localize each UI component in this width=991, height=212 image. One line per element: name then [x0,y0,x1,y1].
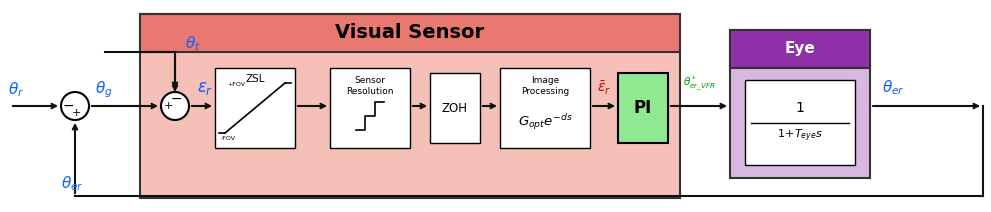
Text: $1\!+\!T_{eye}s$: $1\!+\!T_{eye}s$ [777,127,823,144]
Bar [745,80,855,165]
Bar [500,68,590,148]
Text: $\theta_{er}$: $\theta_{er}$ [882,79,905,97]
Bar [618,73,668,143]
Text: $\theta_r$: $\theta_r$ [8,81,24,99]
Text: +FOV: +FOV [227,82,245,88]
Bar [730,30,870,68]
Bar [430,73,480,143]
Bar [330,68,410,148]
Circle shape [161,92,189,120]
Circle shape [61,92,89,120]
Text: $\varepsilon_r$: $\varepsilon_r$ [197,79,213,97]
Text: $G_{opt}e^{-ds}$: $G_{opt}e^{-ds}$ [517,112,573,132]
Text: Image
Processing: Image Processing [521,76,569,96]
Text: $\theta_{er}$: $\theta_{er}$ [61,175,84,193]
Text: Visual Sensor: Visual Sensor [335,24,485,42]
Bar [140,14,680,198]
Text: -FOV: -FOV [221,135,236,141]
Text: $\bar{\varepsilon}_r$: $\bar{\varepsilon}_r$ [597,79,611,97]
Bar [140,14,680,52]
Text: $\theta^*_{er\_VFR}$: $\theta^*_{er\_VFR}$ [683,75,716,93]
Text: +: + [71,108,80,118]
Text: −: − [62,99,73,113]
Text: $\theta_t$: $\theta_t$ [185,35,201,53]
Text: −: − [170,92,181,106]
Bar [215,68,295,148]
Text: ZSL: ZSL [245,74,265,84]
Text: ZOH: ZOH [442,102,468,114]
Text: Sensor
Resolution: Sensor Resolution [346,76,393,96]
Text: 1: 1 [796,102,805,116]
Text: $\theta_g$: $\theta_g$ [95,80,113,100]
Text: PI: PI [634,99,652,117]
Text: Eye: Eye [785,42,816,57]
Text: +: + [164,101,172,111]
Bar [730,30,870,178]
